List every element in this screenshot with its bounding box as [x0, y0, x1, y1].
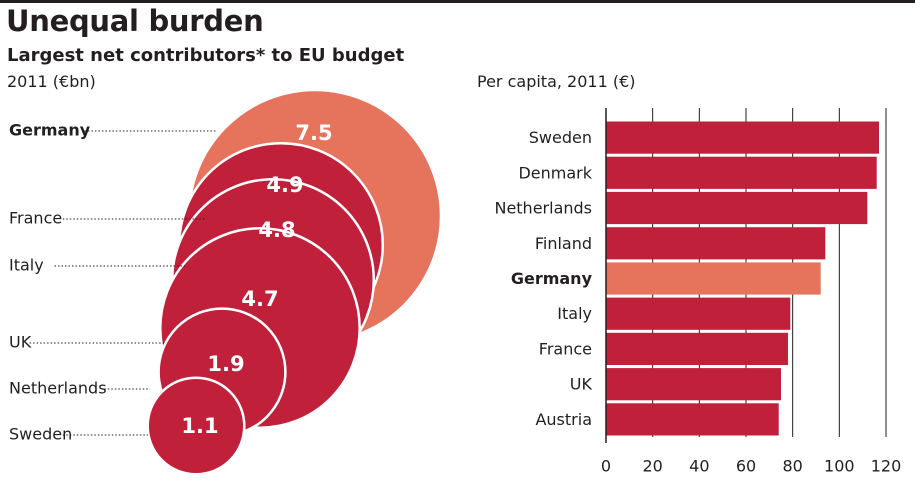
bar-denmark — [606, 156, 877, 189]
bubble-value-uk: 4.7 — [241, 287, 278, 311]
bar-label-sweden: Sweden — [529, 128, 592, 147]
bar-italy — [606, 297, 791, 330]
bar-chart: Sweden Denmark Netherlands Finland Germany It… — [494, 108, 901, 476]
tick-label-40: 40 — [689, 457, 709, 476]
bar-label-uk: UK — [570, 375, 593, 394]
bubble-value-france: 4.9 — [266, 173, 303, 197]
bar-label-germany: Germany — [511, 269, 593, 288]
bubble-sweden — [146, 376, 246, 476]
tick-label-60: 60 — [736, 457, 756, 476]
bar-label-austria: Austria — [535, 410, 592, 429]
bar-label-france: France — [539, 339, 592, 358]
bar-france — [606, 332, 788, 365]
bar-finland — [606, 227, 826, 260]
bubble-label-uk: UK — [9, 333, 32, 352]
bubble-value-netherlands: 1.9 — [207, 352, 244, 376]
chart-title: Unequal burden — [6, 4, 264, 38]
bubble-label-germany: Germany — [9, 121, 91, 140]
tick-label-120: 120 — [871, 457, 902, 476]
chart-subtitle: Largest net contributors* to EU budget — [7, 45, 405, 66]
bar-label-finland: Finland — [535, 234, 592, 253]
bar-label-italy: Italy — [557, 304, 592, 323]
bar-label-netherlands: Netherlands — [494, 199, 592, 218]
bar-chart-unit-label: Per capita, 2011 (€) — [477, 72, 636, 91]
bubble-chart-unit-label: 2011 (€bn) — [7, 72, 96, 91]
bar-uk — [606, 368, 781, 401]
bar-germany — [606, 262, 821, 295]
bubble-label-netherlands: Netherlands — [9, 379, 107, 398]
tick-label-80: 80 — [782, 457, 802, 476]
tick-label-100: 100 — [824, 457, 855, 476]
bubble-value-italy: 4.8 — [258, 218, 295, 242]
tick-label-20: 20 — [642, 457, 662, 476]
bubble-label-italy: Italy — [9, 256, 44, 275]
bubble-value-sweden: 1.1 — [181, 414, 218, 438]
top-rule — [0, 0, 915, 3]
bubble-label-sweden: Sweden — [9, 425, 72, 444]
tick-label-0: 0 — [601, 457, 611, 476]
bubble-label-france: France — [9, 209, 62, 228]
bar-label-denmark: Denmark — [518, 163, 592, 182]
bar-austria — [606, 403, 779, 436]
bar-netherlands — [606, 191, 868, 225]
bar-sweden — [606, 121, 879, 154]
bubble-value-germany: 7.5 — [295, 121, 332, 145]
bubble-chart: 7.5 Germany 4.9 France 4.8 Italy 4.7 UK 1.9 Nethe… — [9, 88, 443, 476]
